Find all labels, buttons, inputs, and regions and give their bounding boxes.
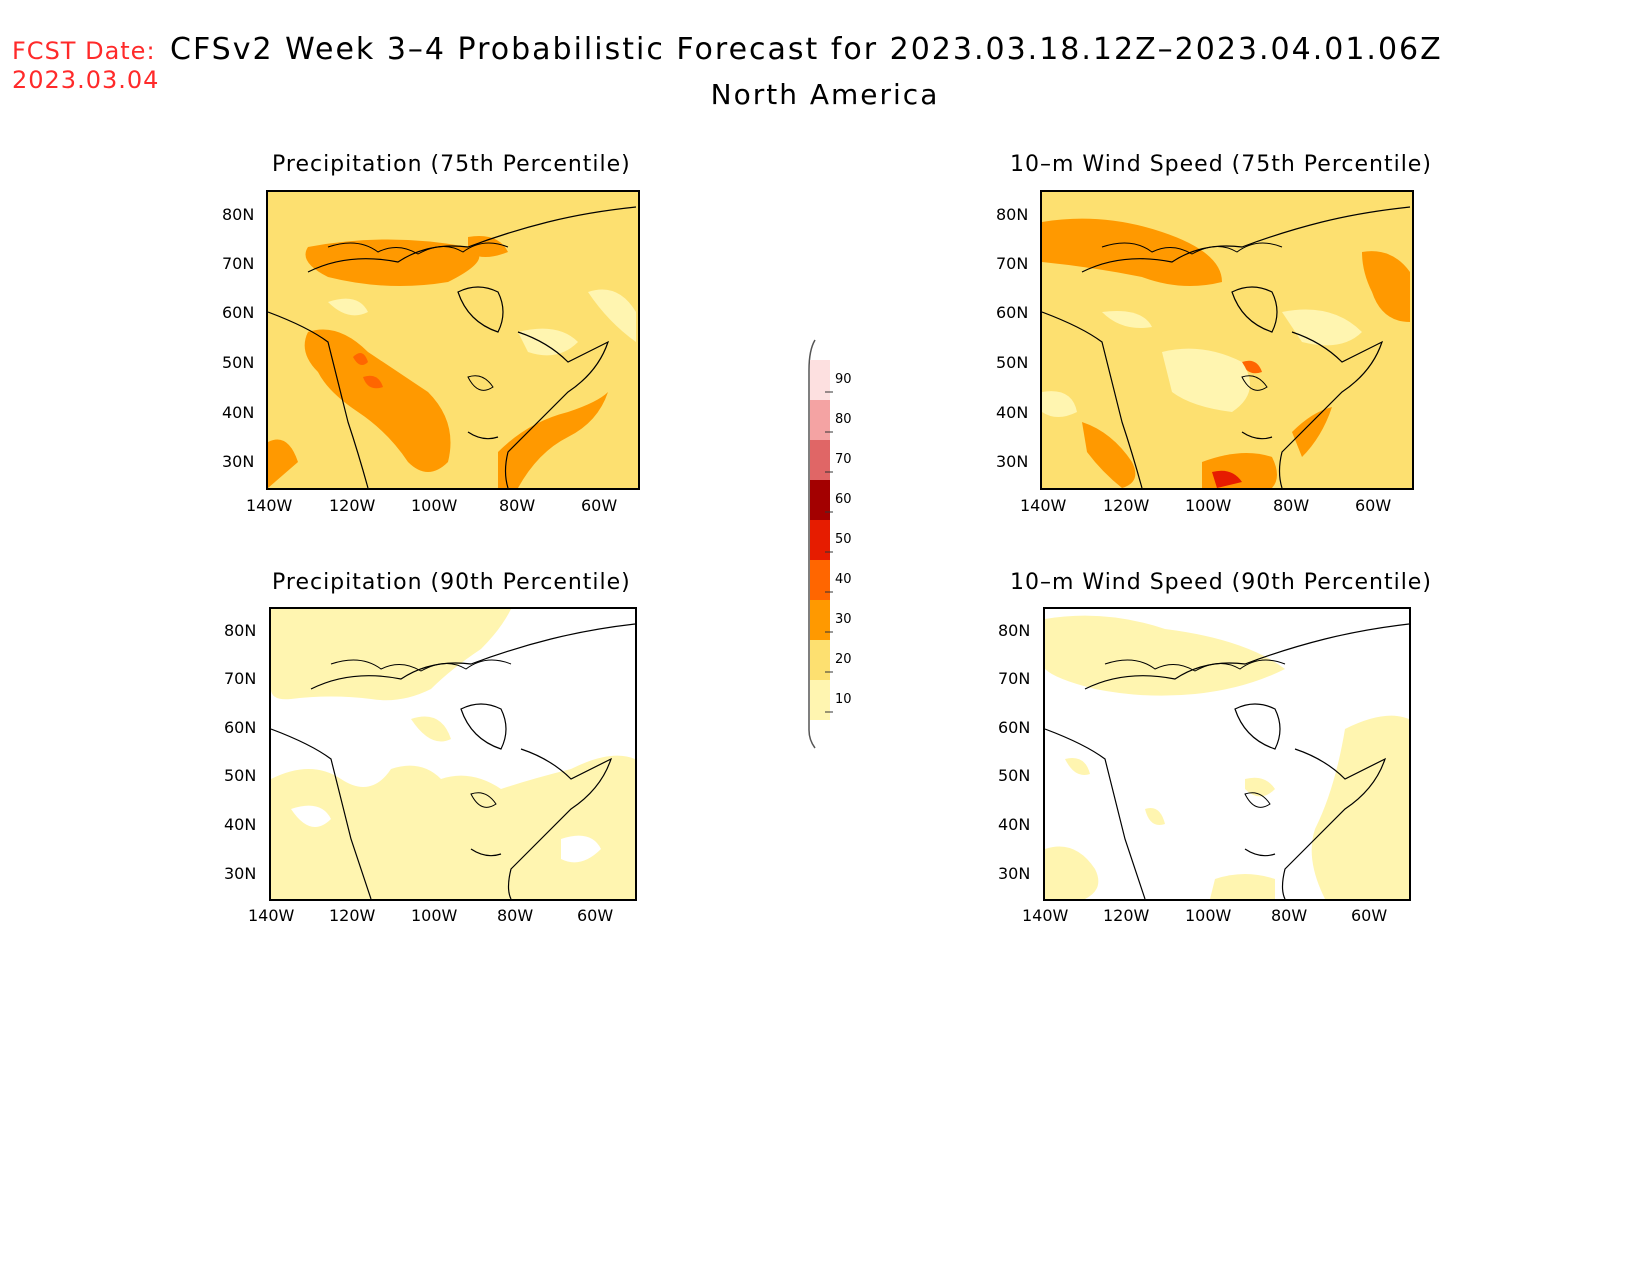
lat-tick-label: 50N <box>996 353 1029 372</box>
lon-tick-label: 100W <box>411 496 458 515</box>
colorbar-swatch <box>810 560 830 600</box>
lat-tick-label: 60N <box>222 303 255 322</box>
lat-tick-label: 40N <box>222 403 255 422</box>
colorbar-label: 40 <box>835 572 852 587</box>
lon-tick-label: 60W <box>1355 496 1392 515</box>
lat-tick-label: 40N <box>998 815 1031 834</box>
lat-tick-label: 70N <box>224 669 257 688</box>
colorbar-swatch <box>810 640 830 680</box>
lon-tick-label: 120W <box>1103 906 1150 925</box>
lat-tick-label: 50N <box>998 766 1031 785</box>
lat-tick-label: 30N <box>224 864 257 883</box>
lat-tick-label: 40N <box>224 815 257 834</box>
lon-tick-label: 60W <box>577 906 614 925</box>
map-graphic <box>1042 192 1412 488</box>
map-wind-75 <box>1040 190 1414 490</box>
region-title: North America <box>0 78 1650 111</box>
panel-title: 10–m Wind Speed (90th Percentile) <box>1010 570 1432 595</box>
colorbar-label: 60 <box>835 492 852 507</box>
colorbar-swatch <box>810 400 830 440</box>
lon-tick-label: 120W <box>329 906 376 925</box>
lon-tick-label: 140W <box>1022 906 1069 925</box>
colorbar-label: 20 <box>835 652 852 667</box>
map-graphic <box>268 192 638 488</box>
lon-tick-label: 140W <box>248 906 295 925</box>
colorbar-graphic <box>808 339 833 749</box>
colorbar-swatch <box>810 480 830 520</box>
lat-tick-label: 70N <box>998 669 1031 688</box>
lat-tick-label: 80N <box>222 205 255 224</box>
lon-tick-label: 80W <box>1273 496 1310 515</box>
colorbar-label: 70 <box>835 452 852 467</box>
colorbar-label: 10 <box>835 692 852 707</box>
lat-tick-label: 30N <box>222 452 255 471</box>
lon-tick-label: 80W <box>497 906 534 925</box>
lon-tick-label: 60W <box>581 496 618 515</box>
lat-tick-label: 70N <box>222 254 255 273</box>
region-label: North America <box>710 78 940 111</box>
fcst-date-label: FCST Date: <box>12 37 156 65</box>
map-precip-90 <box>269 607 637 901</box>
lon-tick-label: 80W <box>1271 906 1308 925</box>
lat-tick-label: 80N <box>996 205 1029 224</box>
map-precip-75 <box>266 190 640 490</box>
lat-tick-label: 50N <box>224 766 257 785</box>
colorbar-swatch <box>810 680 830 720</box>
lon-tick-label: 140W <box>1020 496 1067 515</box>
lon-tick-label: 100W <box>1185 906 1232 925</box>
lon-tick-label: 100W <box>411 906 458 925</box>
panel-title: Precipitation (90th Percentile) <box>272 570 631 595</box>
map-wind-90 <box>1043 607 1411 901</box>
lat-tick-label: 80N <box>224 621 257 640</box>
lat-tick-label: 80N <box>998 621 1031 640</box>
colorbar-swatch <box>810 360 830 400</box>
colorbar-label: 90 <box>835 372 852 387</box>
lon-tick-label: 120W <box>329 496 376 515</box>
colorbar-swatch <box>810 520 830 560</box>
lon-tick-label: 120W <box>1103 496 1150 515</box>
map-graphic <box>271 609 635 899</box>
colorbar-label: 30 <box>835 612 852 627</box>
colorbar-label: 80 <box>835 412 852 427</box>
colorbar-swatch <box>810 600 830 640</box>
lon-tick-label: 60W <box>1351 906 1388 925</box>
lat-tick-label: 40N <box>996 403 1029 422</box>
lat-tick-label: 60N <box>996 303 1029 322</box>
lat-tick-label: 50N <box>222 353 255 372</box>
fcst-date-value: 2023.03.04 <box>12 66 160 94</box>
lon-tick-label: 100W <box>1185 496 1232 515</box>
map-graphic <box>1045 609 1409 899</box>
lat-tick-label: 60N <box>224 718 257 737</box>
colorbar-label: 50 <box>835 532 852 547</box>
panel-title: 10–m Wind Speed (75th Percentile) <box>1010 152 1432 177</box>
lon-tick-label: 80W <box>499 496 536 515</box>
lon-tick-label: 140W <box>246 496 293 515</box>
panel-title: Precipitation (75th Percentile) <box>272 152 631 177</box>
lat-tick-label: 30N <box>996 452 1029 471</box>
lat-tick-label: 30N <box>998 864 1031 883</box>
main-title: CFSv2 Week 3–4 Probabilistic Forecast fo… <box>170 32 1443 67</box>
lat-tick-label: 60N <box>998 718 1031 737</box>
colorbar-swatch <box>810 440 830 480</box>
lat-tick-label: 70N <box>996 254 1029 273</box>
colorbar: 90 80 70 60 50 40 30 20 10 <box>805 330 875 750</box>
